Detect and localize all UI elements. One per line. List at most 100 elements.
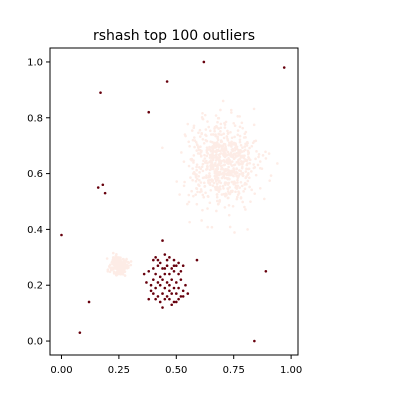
outlier-point	[172, 300, 176, 304]
inlier-point	[105, 257, 109, 260]
inlier-point	[219, 149, 222, 153]
inlier-point	[222, 174, 226, 178]
inlier-point	[214, 134, 217, 138]
inlier-point	[217, 153, 221, 157]
outlier-point	[163, 272, 167, 276]
inlier-point	[220, 140, 224, 143]
outlier-point	[149, 283, 153, 287]
inlier-point	[221, 184, 225, 188]
outlier-point	[186, 292, 190, 295]
inlier-point	[246, 141, 249, 145]
outlier-point	[163, 297, 167, 301]
inlier-point	[226, 131, 230, 135]
inlier-point	[229, 130, 232, 134]
inlier-point	[230, 160, 234, 163]
outlier-point	[172, 258, 176, 262]
inlier-point	[213, 125, 217, 129]
inlier-point	[205, 165, 209, 168]
inlier-point	[232, 141, 236, 145]
inlier-point	[129, 263, 133, 267]
inlier-point	[201, 208, 204, 212]
inlier-point	[237, 163, 241, 166]
inlier-point	[240, 121, 244, 125]
inlier-point	[120, 264, 123, 267]
inlier-point	[209, 140, 212, 143]
inlier-point	[213, 129, 216, 133]
inlier-point	[227, 156, 230, 160]
inlier-point	[213, 141, 217, 145]
outlier-point	[175, 281, 178, 284]
inlier-point	[195, 143, 199, 146]
inlier-point	[192, 126, 196, 129]
inlier-point	[211, 152, 214, 155]
outlier-point	[170, 267, 173, 270]
inlier-point	[189, 176, 192, 179]
inlier-point	[106, 270, 110, 273]
inlier-point	[230, 111, 233, 114]
inlier-point	[232, 174, 235, 178]
inlier-point	[243, 181, 247, 185]
inlier-point	[210, 154, 214, 158]
inlier-point	[123, 274, 127, 277]
inlier-point	[225, 181, 228, 185]
outlier-point	[181, 295, 185, 298]
inlier-point	[243, 145, 247, 148]
inlier-point	[200, 132, 203, 136]
inlier-point	[264, 157, 268, 160]
inlier-point	[205, 154, 209, 158]
inlier-point	[246, 228, 249, 231]
inlier-point	[199, 145, 202, 149]
inlier-point	[175, 180, 179, 183]
inlier-point	[240, 155, 244, 159]
x-axis: 0.00 0.25 0.50 0.75 1.00	[50, 355, 302, 376]
outlier-point	[161, 267, 164, 270]
inlier-point	[205, 146, 209, 149]
inlier-point	[217, 202, 220, 206]
inlier-point	[188, 144, 191, 148]
inlier-point	[219, 172, 223, 176]
outlier-point	[181, 289, 185, 293]
inlier-point	[217, 190, 221, 194]
inlier-point	[203, 185, 206, 188]
inlier-point	[208, 172, 211, 175]
outlier-point	[161, 278, 164, 281]
inlier-point	[249, 200, 252, 203]
y-tick-label: 0.8	[27, 113, 43, 124]
inlier-point	[242, 149, 246, 153]
inlier-point	[246, 162, 249, 165]
inlier-point	[254, 157, 257, 161]
inlier-point	[190, 129, 194, 132]
inlier-point	[234, 153, 237, 157]
inlier-point	[200, 190, 203, 193]
inlier-point	[224, 194, 227, 198]
inlier-point	[226, 183, 230, 186]
inlier-point	[209, 133, 213, 136]
inlier-point	[220, 166, 224, 170]
inlier-point	[198, 135, 202, 138]
inlier-point	[215, 143, 218, 147]
outlier-point	[87, 300, 91, 304]
outlier-point	[165, 295, 169, 298]
inlier-point	[258, 166, 262, 170]
outlier-point	[142, 272, 146, 276]
inlier-point	[201, 162, 205, 166]
inlier-point	[204, 128, 208, 131]
inlier-point	[201, 137, 205, 141]
inlier-point	[226, 129, 229, 133]
inlier-point	[161, 146, 164, 150]
outlier-point	[170, 278, 173, 281]
inlier-point	[218, 179, 221, 183]
inlier-point	[222, 136, 226, 140]
inlier-point	[226, 150, 230, 154]
inlier-point	[228, 225, 232, 229]
inlier-point	[125, 257, 128, 261]
outlier-point	[177, 297, 180, 301]
inlier-point	[248, 158, 252, 162]
inlier-point	[226, 168, 229, 171]
inlier-point	[199, 181, 203, 184]
outlier-point	[78, 331, 82, 334]
outlier-point	[156, 281, 160, 284]
inlier-point	[226, 153, 229, 157]
inlier-point	[236, 114, 240, 118]
